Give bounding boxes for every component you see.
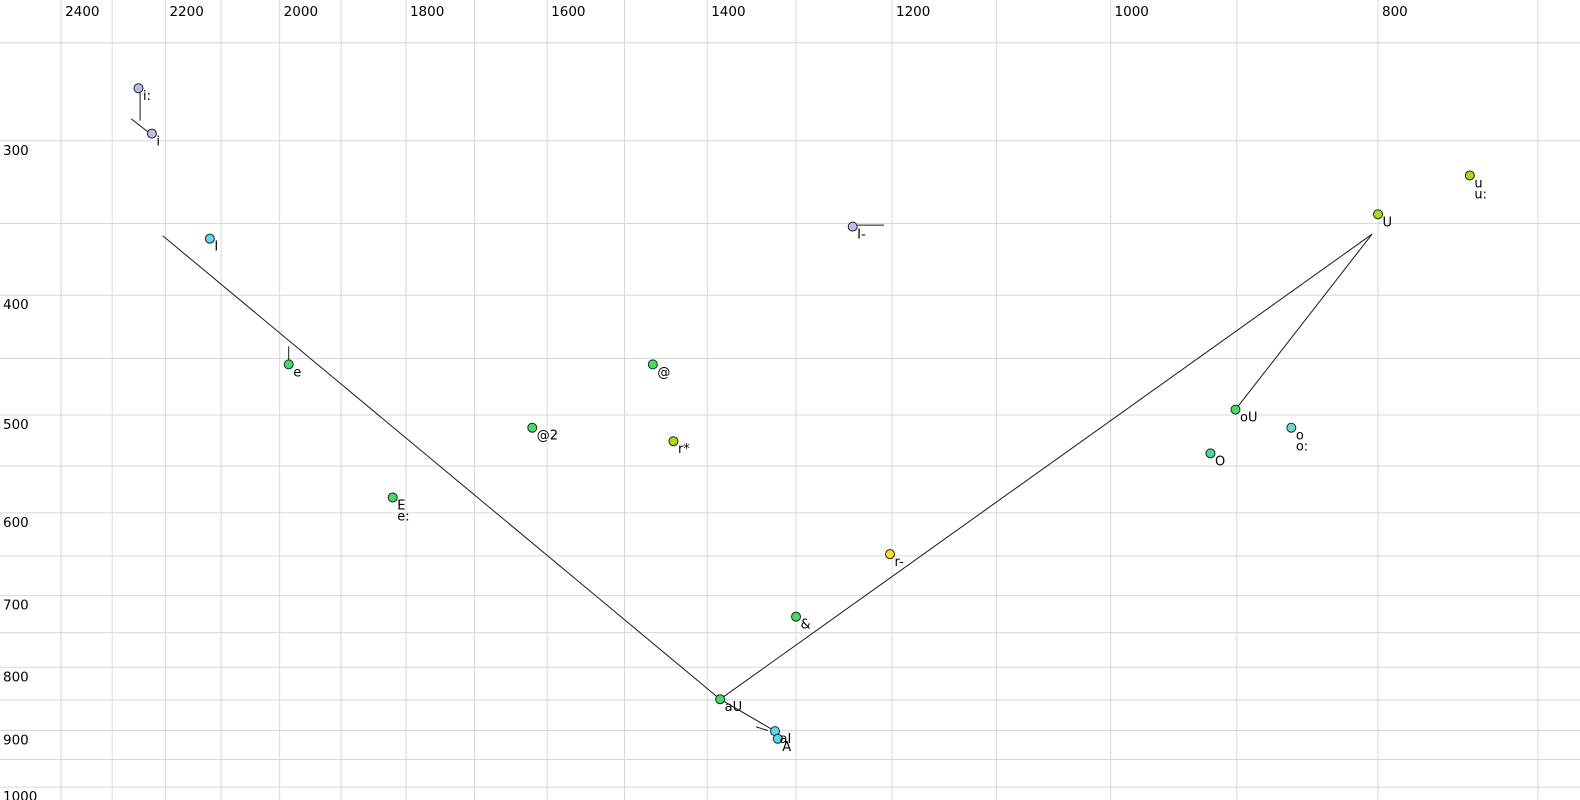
trajectory-aI-hook — [755, 726, 768, 731]
point-label-i-long: i: — [143, 89, 151, 104]
point-i-long — [133, 83, 144, 94]
x-axis-tick-800: 800 — [1382, 4, 1408, 20]
point-o-long — [1286, 422, 1297, 433]
point-label-E-e-long-1: e: — [397, 509, 409, 524]
point-label-O: O — [1215, 454, 1225, 469]
y-axis-tick-900: 900 — [3, 733, 29, 749]
y-axis-tick-300: 300 — [3, 143, 29, 159]
point-label-aI: aI — [780, 732, 792, 747]
point-label-E-e-long: E — [397, 498, 405, 513]
point-label-o-long: o — [1296, 429, 1304, 444]
point-A — [772, 733, 783, 744]
point-schwa2 — [527, 422, 538, 433]
trajectory-aU-to-aI — [719, 698, 776, 732]
point-oU — [1230, 404, 1241, 415]
point-label-oU: oU — [1240, 411, 1257, 426]
point-e — [283, 359, 294, 370]
point-ampersand — [791, 611, 802, 622]
point-aU — [715, 694, 726, 705]
y-axis-tick-500: 500 — [3, 417, 29, 433]
point-r-bar — [884, 549, 895, 560]
point-schwa — [647, 359, 658, 370]
point-label-I: I — [214, 240, 218, 255]
point-O — [1205, 448, 1216, 459]
x-axis-tick-1600: 1600 — [551, 4, 585, 20]
y-axis-tick-700: 700 — [3, 598, 29, 614]
point-r-star — [668, 436, 679, 447]
point-label-u-long: u — [1474, 176, 1482, 191]
point-labels: i: i I I-e Ee: @2 @ r* r- & aU aIA OoU oo: Uuu: — [143, 89, 1487, 755]
trajectory-i-link — [130, 118, 151, 134]
point-label-aU: aU — [725, 700, 742, 715]
x-axis-tick-2000: 2000 — [284, 4, 318, 20]
point-label-o-long-1: o: — [1296, 440, 1308, 455]
point-label-r-bar: r- — [894, 555, 904, 570]
point-U — [1373, 209, 1383, 220]
point-label-schwa: @ — [657, 365, 670, 380]
point-label-ampersand: & — [801, 618, 811, 633]
point-label-A: A — [782, 740, 791, 755]
axis-tick-labels: 2400 2200 2000 1800 1600 1400 1200 1000 800 300 40… — [3, 4, 1408, 800]
x-axis-tick-1800: 1800 — [410, 4, 444, 20]
data-points — [133, 83, 1475, 744]
x-axis-tick-1200: 1200 — [896, 4, 930, 20]
point-u-long — [1464, 170, 1475, 181]
trajectory-U-to-oU — [1235, 233, 1373, 410]
point-label-u-long-1: u: — [1474, 187, 1487, 202]
x-axis-tick-2400: 2400 — [65, 4, 99, 20]
point-label-i: i — [156, 135, 160, 150]
point-I — [204, 233, 215, 244]
point-label-schwa2: @2 — [537, 429, 558, 444]
point-label-U: U — [1383, 215, 1393, 230]
x-axis-tick-1400: 1400 — [711, 4, 745, 20]
y-axis-tick-1000: 1000 — [3, 789, 37, 800]
x-axis-tick-2200: 2200 — [169, 4, 203, 20]
y-axis-tick-400: 400 — [3, 297, 29, 313]
point-label-r-star: r* — [678, 442, 690, 457]
trajectory-aU-to-U — [719, 233, 1373, 700]
x-axis-tick-1000: 1000 — [1115, 4, 1149, 20]
point-E-e-long — [387, 492, 398, 503]
point-label-I-bar: I- — [857, 228, 866, 243]
y-axis-tick-800: 800 — [3, 669, 29, 685]
point-I-bar — [847, 221, 858, 232]
trajectory-front-diagonal — [162, 235, 721, 700]
trajectory-lines — [130, 92, 1373, 732]
point-label-e: e — [293, 365, 301, 380]
point-i — [146, 128, 157, 139]
y-axis-tick-600: 600 — [3, 515, 29, 531]
